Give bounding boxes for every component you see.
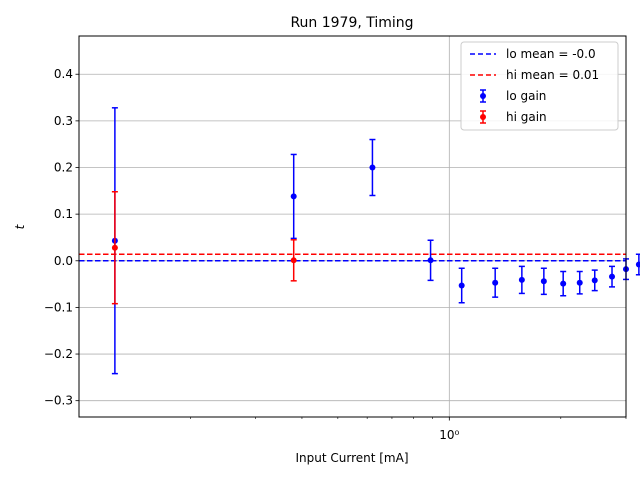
y-tick-label: −0.3 <box>44 394 73 408</box>
axis-ticks: −0.3 −0.2 −0.1 0.0 0.1 0.2 0.3 0.4 10⁰ <box>44 67 627 442</box>
y-tick-label: 0.1 <box>54 207 73 221</box>
y-tick-label: 0.3 <box>54 114 73 128</box>
x-tick-label: 10⁰ <box>439 428 459 442</box>
data-series <box>111 107 640 375</box>
chart-title: Run 1979, Timing <box>290 15 413 31</box>
legend-hi-mean-label: hi mean = 0.01 <box>506 68 599 82</box>
y-tick-label: 0.2 <box>54 161 73 175</box>
data-point <box>492 279 499 286</box>
data-point <box>635 261 640 268</box>
data-point <box>560 280 567 287</box>
legend-hi-gain-swatch <box>480 110 486 124</box>
data-point <box>540 278 547 285</box>
legend-lo-gain-label: lo gain <box>506 89 546 103</box>
data-point <box>427 257 434 264</box>
legend-hi-gain-label: hi gain <box>506 110 547 124</box>
legend: lo mean = -0.0 hi mean = 0.01 lo gain hi… <box>460 41 619 131</box>
data-point <box>458 282 465 289</box>
mean-lines <box>79 253 626 262</box>
data-point <box>290 257 297 264</box>
y-axis-label: t <box>13 223 27 229</box>
y-tick-label: −0.1 <box>44 300 73 314</box>
data-point <box>591 277 598 284</box>
y-tick-label: 0.0 <box>54 254 73 268</box>
data-point <box>576 279 583 286</box>
legend-lo-gain-swatch <box>480 89 486 103</box>
x-axis-label: Input Current [mA] <box>295 451 408 465</box>
data-point <box>518 276 525 283</box>
axes-frame <box>78 35 627 418</box>
y-tick-label: −0.2 <box>44 347 73 361</box>
data-point <box>609 273 616 280</box>
legend-lo-mean-label: lo mean = -0.0 <box>506 47 596 61</box>
data-point <box>369 164 376 171</box>
legend-box <box>460 41 619 131</box>
y-tick-label: 0.4 <box>54 67 73 81</box>
data-point <box>290 193 297 200</box>
data-point <box>111 244 118 251</box>
